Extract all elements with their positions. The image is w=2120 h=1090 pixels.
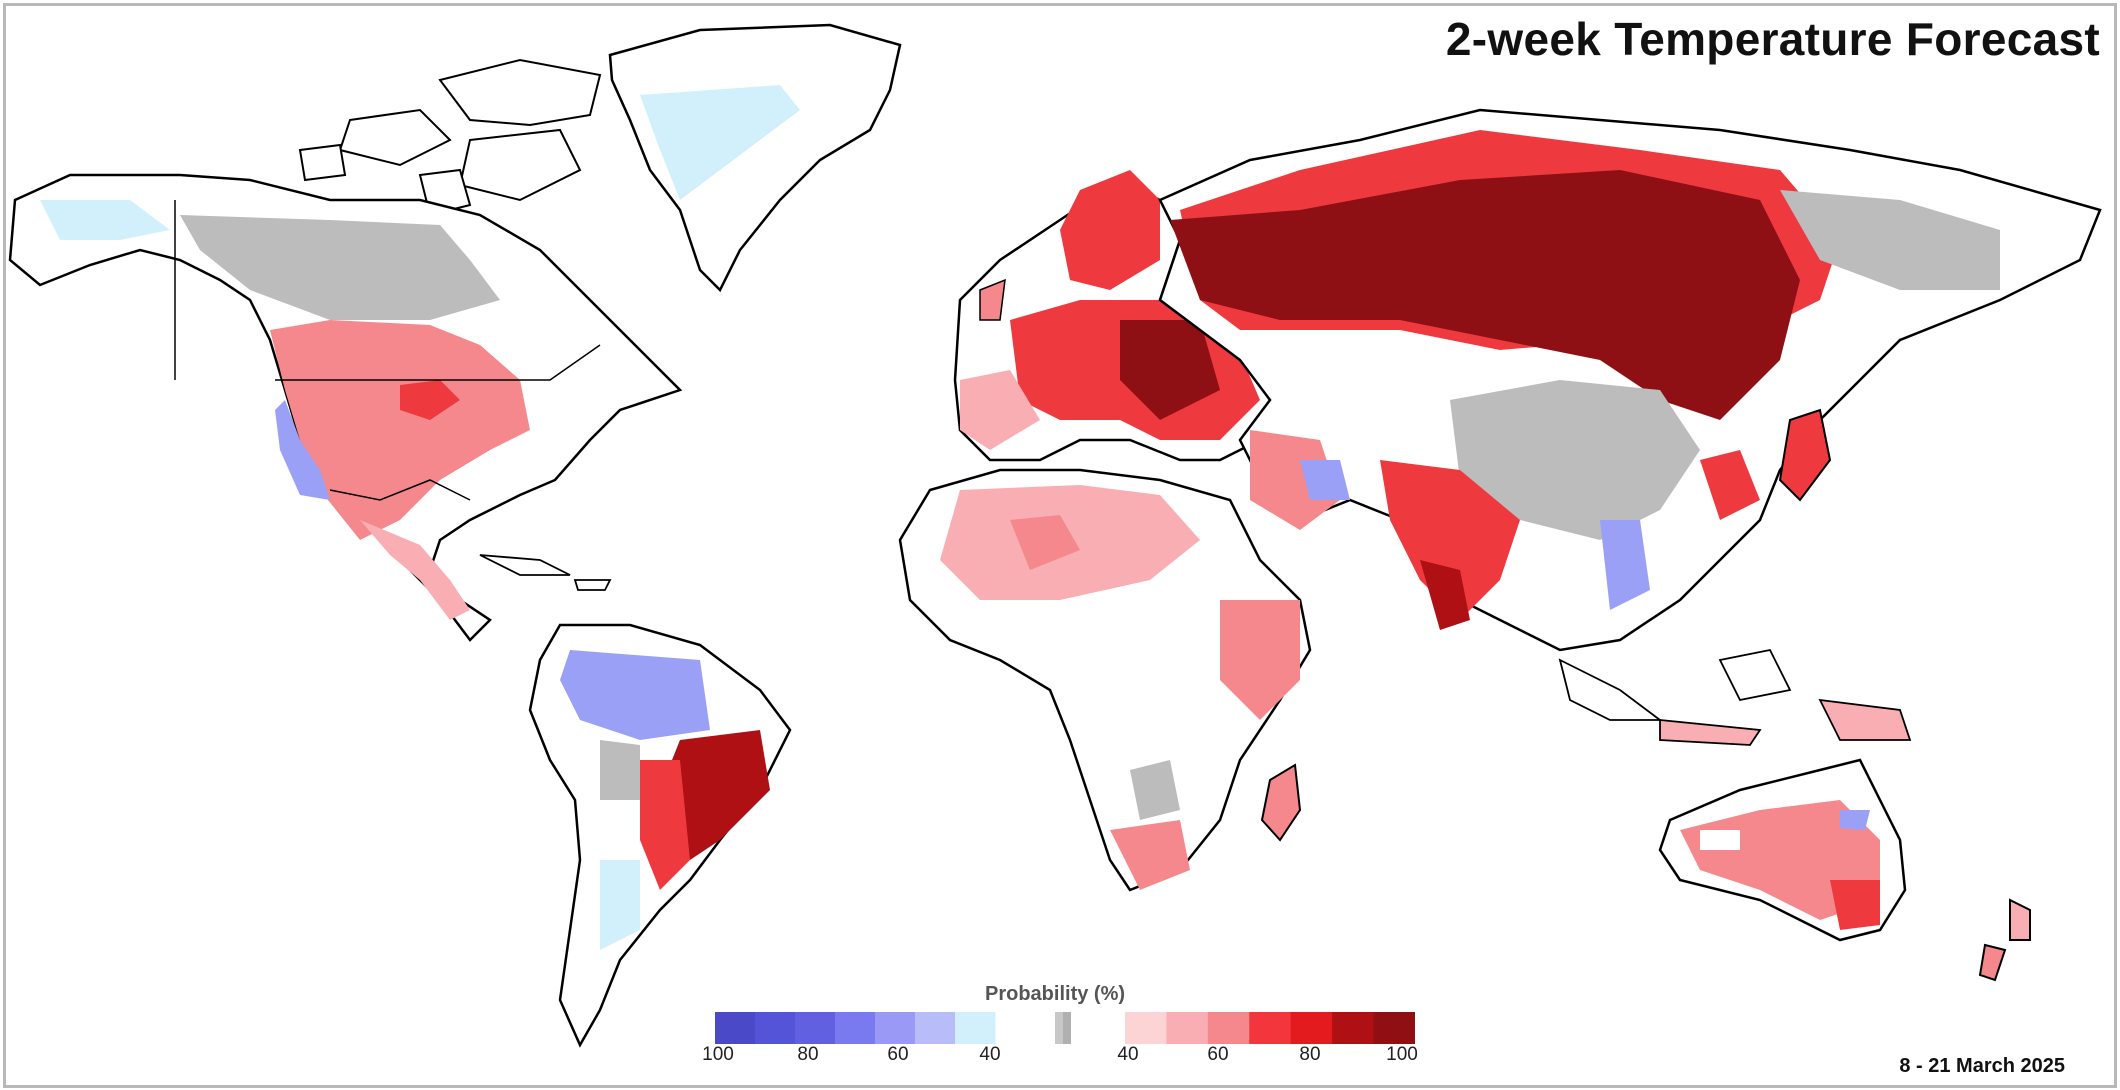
legend-below-swatch	[835, 1012, 876, 1044]
legend-title: Probability (%)	[985, 983, 1126, 1005]
region-madagascar	[1260, 763, 1302, 842]
region-indonesia	[1558, 648, 1912, 746]
legend-above-swatch	[1125, 1012, 1167, 1044]
region-asia	[1158, 108, 2102, 652]
legend-above-tick-3: 80	[1299, 1044, 1321, 1065]
legend-above-swatch	[1249, 1012, 1292, 1044]
region-arctic-islands	[298, 58, 602, 217]
legend-normal-swatch	[1063, 1012, 1071, 1044]
legend-above-swatch	[1373, 1012, 1415, 1044]
legend-above-swatch	[1290, 1012, 1333, 1044]
region-greenland	[608, 23, 902, 293]
region-north-america	[8, 173, 683, 642]
region-europe	[953, 170, 1282, 462]
legend-below-swatch	[955, 1012, 996, 1044]
map-frame	[3, 3, 2117, 1088]
region-caribbean	[479, 554, 612, 591]
legend-above-tick-1: 40	[1117, 1044, 1139, 1065]
legend-above-tick-2: 60	[1207, 1044, 1229, 1065]
probability-legend	[715, 1012, 1415, 1044]
legend-below-tick-4: 40	[979, 1044, 1001, 1065]
region-australia	[1658, 758, 1907, 942]
region-south-america	[528, 623, 792, 1048]
legend-below-swatch	[715, 1012, 756, 1044]
legend-below-swatch	[875, 1012, 916, 1044]
legend-above-swatch	[1332, 1012, 1375, 1044]
legend-below-swatch	[755, 1012, 796, 1044]
region-new-zealand	[1978, 898, 2031, 982]
legend-above-swatch	[1166, 1012, 1209, 1044]
legend-below-swatch	[795, 1012, 836, 1044]
forecast-date-range: 8 - 21 March 2025	[1899, 1055, 2065, 1077]
legend-below-tick-3: 60	[887, 1044, 909, 1065]
map-title: 2-week Temperature Forecast	[1445, 13, 2100, 65]
legend-above-tick-4: 100	[1386, 1044, 1418, 1065]
legend-below-swatch	[915, 1012, 956, 1044]
legend-below-tick-1: 100	[702, 1044, 734, 1065]
legend-above-swatch	[1207, 1012, 1250, 1044]
region-africa	[898, 468, 1312, 892]
legend-normal-swatch	[1055, 1012, 1063, 1044]
region-japan	[1778, 408, 1832, 502]
legend-below-tick-2: 80	[797, 1044, 819, 1065]
